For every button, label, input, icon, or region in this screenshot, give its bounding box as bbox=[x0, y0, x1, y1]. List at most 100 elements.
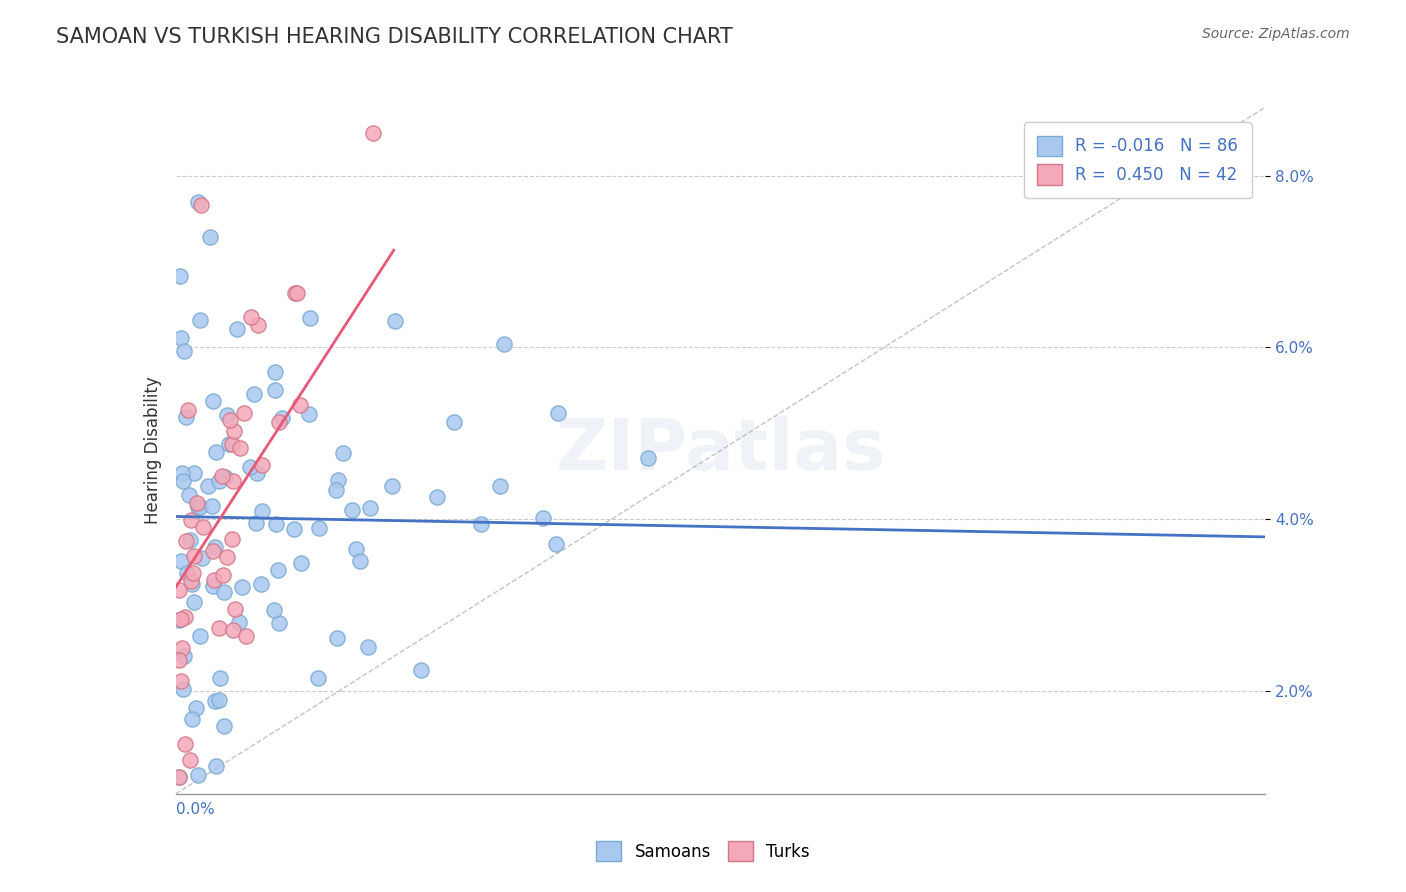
Point bbox=[221, 436, 243, 450]
Point bbox=[172, 682, 194, 697]
Point bbox=[212, 719, 235, 733]
Point bbox=[411, 663, 433, 677]
Point bbox=[284, 285, 307, 300]
Point bbox=[176, 403, 198, 417]
Point bbox=[231, 580, 253, 594]
Point bbox=[169, 613, 191, 627]
Point bbox=[170, 612, 193, 626]
Point bbox=[267, 415, 290, 429]
Point bbox=[211, 567, 233, 582]
Point bbox=[264, 516, 287, 531]
Point bbox=[221, 532, 243, 546]
Point bbox=[307, 671, 329, 685]
Text: ZIPatlas: ZIPatlas bbox=[555, 416, 886, 485]
Point bbox=[357, 640, 380, 654]
Point bbox=[169, 674, 191, 689]
Point bbox=[204, 694, 226, 708]
Point bbox=[179, 753, 201, 767]
Point bbox=[326, 631, 349, 645]
Point bbox=[169, 770, 191, 784]
Point bbox=[246, 466, 269, 480]
Point bbox=[169, 269, 191, 284]
Point bbox=[176, 566, 198, 581]
Point bbox=[179, 533, 201, 547]
Point bbox=[218, 436, 240, 450]
Point bbox=[205, 759, 228, 773]
Point bbox=[202, 394, 225, 409]
Point bbox=[187, 768, 209, 782]
Legend: R = -0.016   N = 86, R =  0.450   N = 42: R = -0.016 N = 86, R = 0.450 N = 42 bbox=[1024, 122, 1251, 198]
Point bbox=[222, 623, 245, 637]
Point bbox=[229, 441, 252, 455]
Point bbox=[266, 563, 288, 577]
Point bbox=[226, 322, 249, 336]
Point bbox=[170, 331, 193, 345]
Point bbox=[531, 511, 554, 525]
Point bbox=[208, 621, 231, 635]
Point bbox=[207, 692, 229, 706]
Point bbox=[250, 458, 273, 472]
Point bbox=[174, 410, 197, 425]
Point bbox=[201, 544, 224, 558]
Point bbox=[232, 406, 254, 420]
Point bbox=[426, 490, 449, 504]
Point bbox=[547, 406, 569, 420]
Point bbox=[488, 478, 510, 492]
Point bbox=[174, 737, 197, 751]
Point bbox=[239, 460, 262, 475]
Point bbox=[181, 566, 204, 580]
Point bbox=[361, 126, 384, 140]
Point bbox=[271, 411, 294, 425]
Point bbox=[308, 521, 330, 535]
Point bbox=[342, 503, 364, 517]
Point bbox=[186, 496, 208, 510]
Point bbox=[183, 466, 205, 480]
Point bbox=[264, 365, 287, 379]
Point bbox=[263, 602, 285, 616]
Point bbox=[211, 468, 233, 483]
Point bbox=[204, 541, 226, 555]
Point bbox=[169, 582, 191, 597]
Point bbox=[228, 615, 250, 630]
Point bbox=[290, 398, 312, 412]
Point bbox=[176, 534, 198, 549]
Point bbox=[179, 488, 201, 502]
Point bbox=[384, 314, 406, 328]
Point bbox=[173, 648, 195, 663]
Point bbox=[285, 286, 308, 301]
Point bbox=[169, 653, 191, 667]
Point bbox=[245, 516, 267, 530]
Point bbox=[172, 474, 194, 488]
Point bbox=[222, 474, 245, 488]
Point bbox=[283, 522, 305, 536]
Point bbox=[298, 310, 321, 325]
Text: Source: ZipAtlas.com: Source: ZipAtlas.com bbox=[1202, 27, 1350, 41]
Point bbox=[183, 549, 205, 564]
Point bbox=[332, 446, 354, 460]
Point bbox=[208, 672, 231, 686]
Point bbox=[179, 574, 201, 588]
Point bbox=[169, 770, 191, 784]
Point bbox=[325, 483, 347, 497]
Point bbox=[172, 466, 194, 480]
Point bbox=[188, 629, 211, 643]
Point bbox=[344, 542, 367, 557]
Point bbox=[200, 230, 222, 244]
Point bbox=[181, 576, 204, 591]
Point bbox=[264, 383, 287, 397]
Point bbox=[188, 500, 211, 514]
Point bbox=[207, 474, 229, 488]
Point bbox=[290, 556, 312, 570]
Point bbox=[190, 198, 212, 212]
Point bbox=[190, 550, 212, 565]
Point bbox=[224, 424, 246, 438]
Point bbox=[492, 337, 515, 351]
Point bbox=[188, 312, 211, 326]
Point bbox=[184, 700, 207, 714]
Point bbox=[359, 500, 381, 515]
Point bbox=[267, 616, 290, 631]
Text: SAMOAN VS TURKISH HEARING DISABILITY CORRELATION CHART: SAMOAN VS TURKISH HEARING DISABILITY COR… bbox=[56, 27, 733, 46]
Point bbox=[546, 537, 568, 551]
Point bbox=[219, 413, 242, 427]
Point bbox=[381, 478, 404, 492]
